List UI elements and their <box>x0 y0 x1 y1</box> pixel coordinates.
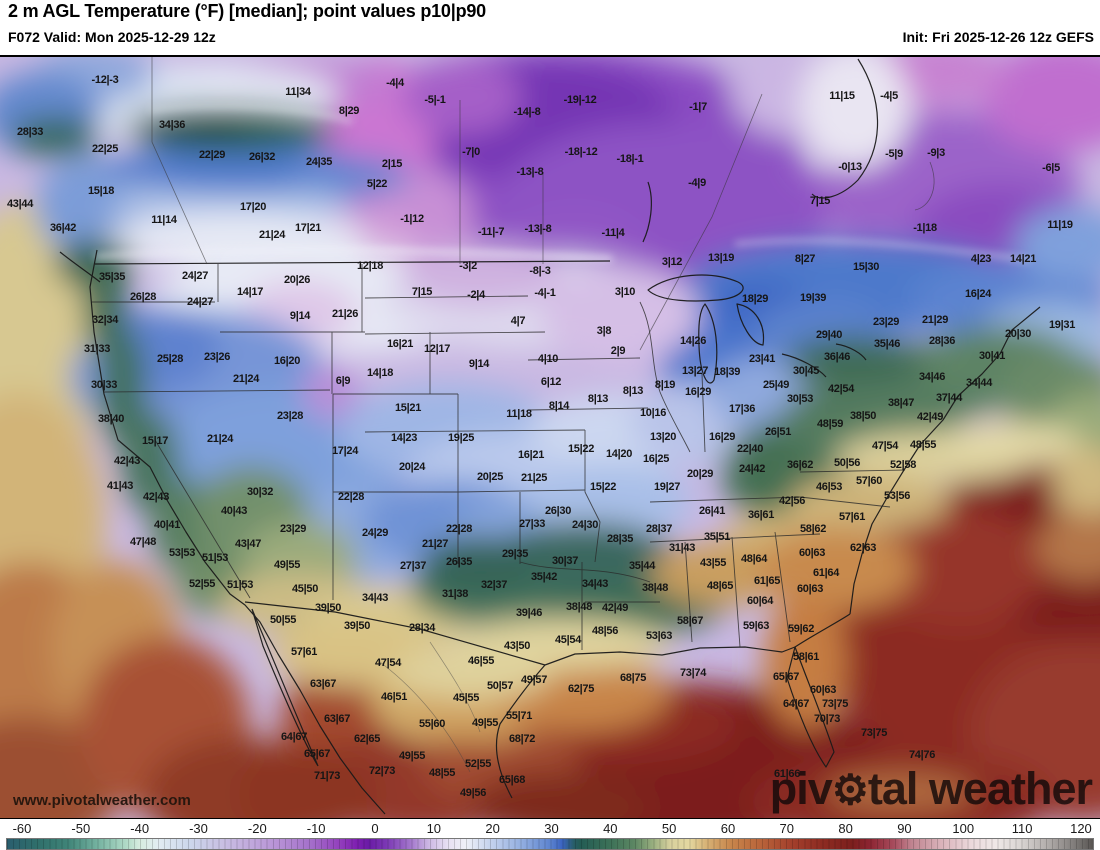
colorbar-tick-label: 0 <box>371 821 379 836</box>
watermark-prefix: piv <box>769 763 833 814</box>
colorbar-tick-label: 100 <box>952 821 975 836</box>
website-url: www.pivotalweather.com <box>13 792 191 809</box>
colorbar-tick-label: 120 <box>1070 821 1092 836</box>
watermark-suffix: tal weather <box>867 763 1093 814</box>
colorbar-tick-label: -10 <box>306 821 326 836</box>
colorbar-tick-label: 110 <box>1011 821 1033 836</box>
valid-time-label: F072 Valid: Mon 2025-12-29 12z <box>8 29 216 45</box>
colorbar-tick-label: -60 <box>12 821 32 836</box>
colorbar-tick-label: -40 <box>130 821 150 836</box>
colorbar-tick-label: 30 <box>544 821 559 836</box>
map-image <box>0 55 1100 818</box>
gear-icon: ⚙ <box>831 767 869 813</box>
colorbar-tick-label: 80 <box>838 821 853 836</box>
colorbar-tick-label: 60 <box>720 821 736 836</box>
page-title: 2 m AGL Temperature (°F) [median]; point… <box>8 1 486 21</box>
init-time-label: Init: Fri 2025-12-26 12z GEFS <box>902 29 1094 45</box>
boundaries-layer <box>59 57 1041 815</box>
colorbar-tick-label: 10 <box>426 821 442 836</box>
colorbar-tick-label: 20 <box>485 821 500 836</box>
colorbar-gradient <box>6 838 1094 850</box>
colorbar-tick-label: 50 <box>661 821 677 836</box>
colorbar-tick-label: 40 <box>603 821 618 836</box>
watermark: piv⚙tal weather <box>769 763 1093 814</box>
colorbar-tick-label: 70 <box>779 821 795 836</box>
colorbar-cell-lines <box>7 839 1093 849</box>
colorbar-ticks: -60 -50 -40 -30 -20 -10 0 10 20 30 40 50 60 70 80 90 100… <box>0 818 1100 838</box>
colorbar-tick-label: -30 <box>189 821 208 836</box>
header: 2 m AGL Temperature (°F) [median]; point… <box>0 0 1100 53</box>
colorbar-tick-label: -20 <box>247 821 267 836</box>
colorbar-tick-label: 90 <box>897 821 912 836</box>
colorbar-tick-label: -50 <box>71 821 91 836</box>
